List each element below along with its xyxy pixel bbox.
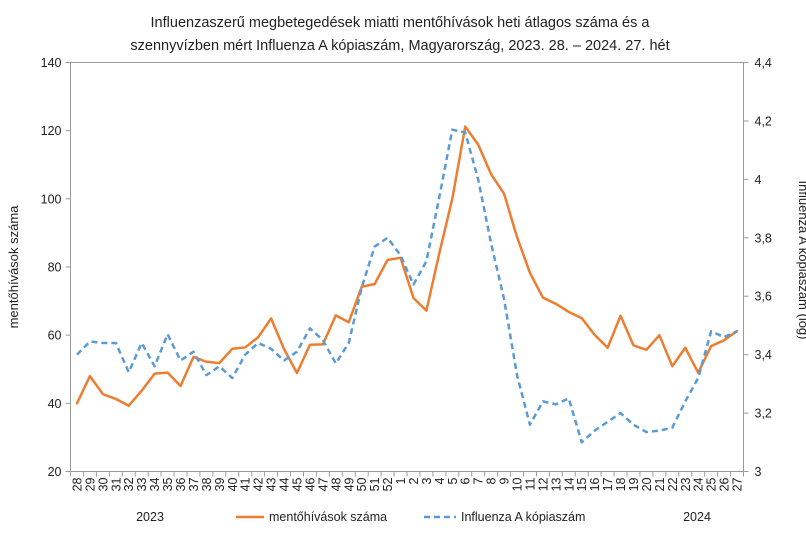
x-tick-label: 19 [627, 477, 641, 491]
y2-tick-label: 3,4 [755, 348, 772, 362]
chart-title-line-2: szennyvízben mért Influenza A kópiaszám,… [130, 38, 669, 54]
x-tick-label: 3 [420, 477, 434, 484]
x-tick-label: 47 [316, 477, 330, 491]
x-tick-label: 5 [446, 477, 460, 484]
y-tick-label: 20 [48, 465, 62, 479]
x-tick-label: 36 [174, 477, 188, 491]
series-line-influenza-a [76, 128, 738, 444]
x-tick-label: 10 [511, 477, 525, 491]
y2-tick-label: 3,8 [755, 231, 772, 245]
year-label-end: 2024 [683, 510, 711, 524]
y2-tick-label: 3,2 [755, 407, 772, 421]
x-tick-label: 8 [485, 477, 499, 484]
x-tick-label: 22 [666, 477, 680, 491]
x-tick-label: 38 [200, 477, 214, 491]
x-tick-label: 43 [265, 477, 279, 491]
chart-title-line-1: Influenzaszerű megbetegedések miatti men… [151, 15, 651, 31]
x-tick-label: 32 [122, 477, 136, 491]
axis-ticks [65, 62, 749, 477]
x-tick-label: 30 [96, 477, 110, 491]
y-axis-title: mentőhívások száma [6, 205, 21, 329]
y2-tick-label: 4 [755, 173, 762, 187]
y-tick-label: 140 [41, 56, 62, 70]
x-tick-label: 50 [355, 477, 369, 491]
axis-labels: 2040608010012014033,23,43,63,844,24,4282… [41, 56, 772, 491]
x-tick-label: 28 [70, 477, 84, 491]
x-tick-label: 52 [381, 477, 395, 491]
x-tick-label: 13 [549, 477, 563, 491]
x-tick-label: 2 [407, 477, 421, 484]
y-tick-label: 60 [48, 329, 62, 343]
x-tick-label: 27 [731, 477, 745, 491]
legend-label-influenza: Influenza A kópiaszám [461, 510, 585, 524]
x-tick-label: 25 [705, 477, 719, 491]
x-tick-label: 20 [640, 477, 654, 491]
x-tick-label: 34 [148, 477, 162, 491]
x-tick-label: 26 [718, 477, 732, 491]
x-tick-label: 6 [459, 477, 473, 484]
y-tick-label: 120 [41, 124, 62, 138]
x-tick-label: 16 [588, 477, 602, 491]
y2-tick-label: 3,6 [755, 290, 772, 304]
x-tick-label: 35 [161, 477, 175, 491]
y2-tick-label: 4,4 [755, 56, 772, 70]
x-tick-label: 11 [523, 477, 537, 490]
x-tick-label: 9 [498, 477, 512, 484]
y2-tick-label: 3 [755, 465, 762, 479]
x-tick-label: 51 [368, 477, 382, 491]
legend: mentőhívások száma Influenza A kópiaszám [236, 510, 585, 524]
x-tick-label: 29 [83, 477, 97, 491]
series-line-ambulance-calls [75, 125, 739, 407]
x-tick-label: 21 [653, 477, 667, 491]
x-tick-label: 41 [239, 477, 253, 491]
x-tick-label: 49 [342, 477, 356, 491]
x-tick-label: 48 [329, 477, 343, 491]
x-tick-label: 4 [433, 477, 447, 484]
x-tick-label: 37 [187, 477, 201, 491]
y-tick-label: 80 [48, 261, 62, 275]
x-tick-label: 12 [536, 477, 550, 491]
x-tick-label: 40 [226, 477, 240, 491]
x-tick-label: 42 [252, 477, 266, 491]
series-lines [75, 125, 739, 444]
x-tick-label: 31 [109, 477, 123, 491]
y2-tick-label: 4,2 [755, 114, 772, 128]
x-tick-label: 44 [278, 477, 292, 491]
x-tick-label: 1 [394, 477, 408, 484]
x-tick-label: 17 [601, 477, 615, 491]
x-tick-label: 18 [614, 477, 628, 491]
year-label-start: 2023 [136, 510, 164, 524]
x-tick-label: 24 [692, 477, 706, 491]
y-tick-label: 40 [48, 397, 62, 411]
x-tick-label: 7 [472, 477, 486, 484]
legend-label-calls: mentőhívások száma [269, 510, 387, 524]
x-tick-label: 46 [303, 477, 317, 491]
x-tick-label: 33 [135, 477, 149, 491]
x-tick-label: 45 [290, 477, 304, 491]
x-tick-label: 14 [562, 477, 576, 491]
x-tick-label: 23 [679, 477, 693, 491]
y2-axis-title: Influenza A kópiaszám (log) [796, 181, 806, 340]
y-tick-label: 100 [41, 192, 62, 206]
x-tick-label: 15 [575, 477, 589, 491]
x-tick-label: 39 [213, 477, 227, 491]
